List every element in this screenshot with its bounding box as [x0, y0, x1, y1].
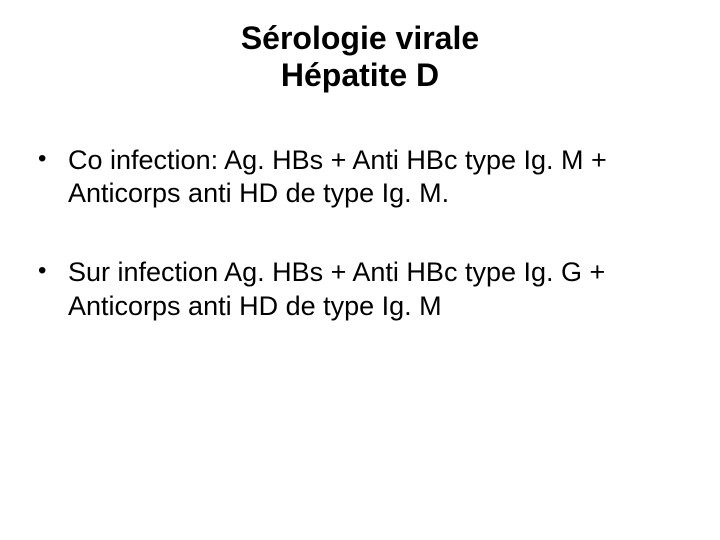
bullet-list: Co infection: Ag. HBs + Anti HBc type Ig… [30, 144, 690, 324]
bullet-text: Sur infection Ag. HBs + Anti HBc type Ig… [68, 257, 605, 321]
bullet-item: Sur infection Ag. HBs + Anti HBc type Ig… [38, 256, 690, 324]
title-line-2: Hépatite D [281, 57, 439, 93]
bullet-text: Co infection: Ag. HBs + Anti HBc type Ig… [68, 145, 607, 209]
title-line-1: Sérologie virale [241, 20, 479, 56]
bullet-item: Co infection: Ag. HBs + Anti HBc type Ig… [38, 144, 690, 212]
slide-title: Sérologie virale Hépatite D [100, 20, 620, 94]
